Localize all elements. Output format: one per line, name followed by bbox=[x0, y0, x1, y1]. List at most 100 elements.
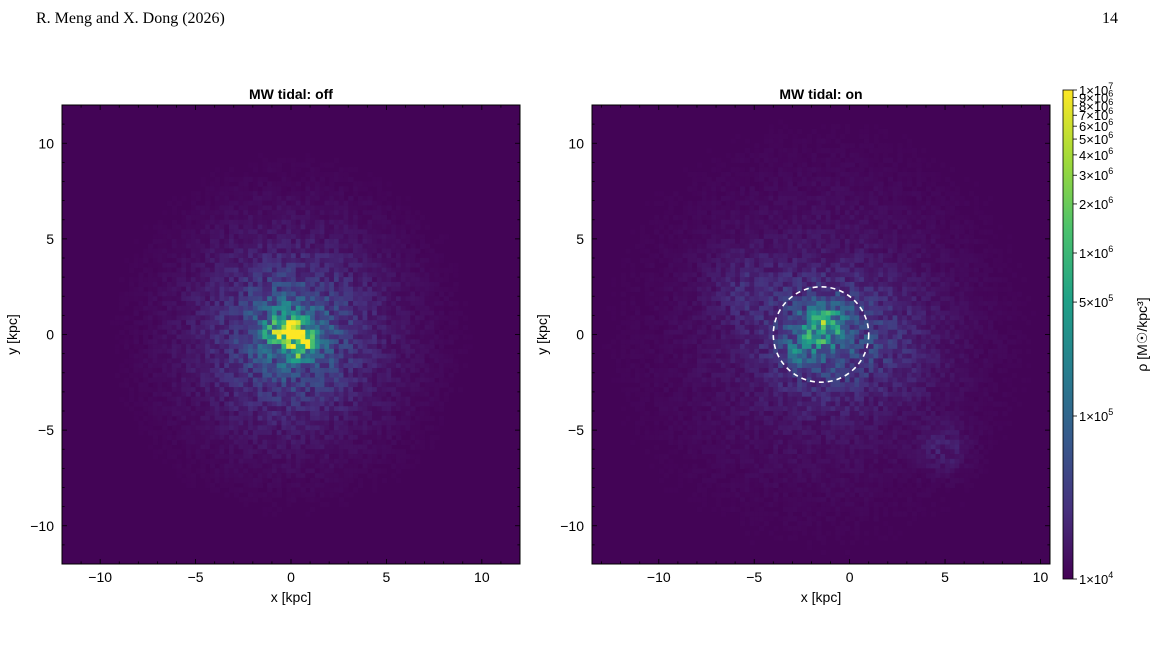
density-cell bbox=[362, 181, 368, 187]
density-cell bbox=[200, 219, 206, 226]
density-cell bbox=[233, 363, 240, 369]
density-cell bbox=[668, 301, 674, 307]
density-cell bbox=[252, 296, 259, 302]
density-cell bbox=[291, 444, 297, 450]
density-cell bbox=[171, 243, 178, 250]
density-cell bbox=[228, 234, 235, 240]
density-cell bbox=[386, 200, 392, 207]
density-cell bbox=[228, 262, 235, 269]
density-cell bbox=[668, 238, 674, 245]
density-cell bbox=[677, 396, 684, 403]
density-cell bbox=[224, 296, 230, 302]
density-cell bbox=[448, 377, 454, 383]
density-cell bbox=[324, 205, 330, 211]
density-cell bbox=[673, 367, 679, 374]
density-cell bbox=[357, 267, 364, 273]
density-cell bbox=[209, 358, 216, 364]
density-cell bbox=[457, 329, 464, 336]
density-cell bbox=[696, 286, 703, 293]
density-cell bbox=[271, 181, 278, 187]
density-cell bbox=[611, 315, 617, 321]
density-cell bbox=[228, 420, 235, 426]
density-cell bbox=[716, 324, 722, 331]
density-cell bbox=[181, 305, 187, 312]
density-cell bbox=[200, 387, 206, 393]
density-cell bbox=[276, 234, 283, 240]
density-cell bbox=[176, 329, 182, 336]
density-cell bbox=[663, 339, 669, 345]
density-cell bbox=[400, 348, 407, 355]
density-cell bbox=[219, 477, 225, 484]
density-cell bbox=[286, 253, 292, 259]
density-cell bbox=[228, 176, 235, 183]
density-cell bbox=[711, 463, 717, 469]
density-cell bbox=[429, 305, 435, 312]
density-cell bbox=[372, 320, 378, 326]
density-cell bbox=[376, 277, 383, 283]
density-cell bbox=[124, 258, 130, 264]
density-cell bbox=[687, 430, 693, 436]
density-cell bbox=[677, 444, 684, 450]
density-cell bbox=[687, 262, 693, 269]
density-cell bbox=[663, 291, 669, 297]
density-cell bbox=[281, 301, 287, 307]
density-cell bbox=[362, 210, 368, 216]
density-cell bbox=[267, 406, 273, 412]
density-cell bbox=[682, 396, 689, 403]
density-cell bbox=[711, 248, 717, 254]
density-cell bbox=[448, 267, 454, 273]
density-cell bbox=[143, 353, 149, 360]
density-cell bbox=[353, 258, 359, 264]
density-cell bbox=[668, 406, 674, 412]
density-cell bbox=[639, 396, 646, 403]
density-cell bbox=[658, 415, 665, 422]
density-cell bbox=[271, 162, 278, 168]
density-cell bbox=[419, 315, 426, 321]
density-cell bbox=[286, 200, 292, 207]
density-cell bbox=[205, 444, 211, 450]
density-cell bbox=[706, 191, 712, 197]
density-cell bbox=[625, 353, 631, 360]
density-cell bbox=[243, 186, 249, 192]
density-cell bbox=[329, 468, 335, 474]
density-cell bbox=[362, 305, 368, 312]
density-cell bbox=[415, 305, 421, 312]
density-cell bbox=[424, 272, 430, 278]
density-cell bbox=[386, 358, 392, 364]
density-cell bbox=[224, 253, 230, 259]
density-cell bbox=[195, 391, 201, 398]
density-cell bbox=[138, 329, 144, 336]
density-cell bbox=[243, 477, 249, 484]
density-cell bbox=[205, 229, 211, 235]
density-cell bbox=[214, 258, 221, 264]
density-cell bbox=[333, 258, 340, 264]
density-cell bbox=[162, 396, 168, 403]
density-cell bbox=[286, 377, 292, 383]
density-cell bbox=[224, 411, 230, 417]
density-cell bbox=[248, 473, 254, 479]
density-cell bbox=[310, 234, 316, 240]
density-cell bbox=[673, 387, 679, 393]
density-cell bbox=[706, 458, 712, 465]
density-cell bbox=[654, 425, 660, 431]
density-cell bbox=[701, 224, 708, 230]
density-cell bbox=[353, 382, 359, 388]
density-cell bbox=[200, 411, 206, 417]
density-cell bbox=[233, 310, 240, 316]
density-cell bbox=[286, 315, 292, 321]
density-cell bbox=[157, 363, 163, 369]
density-cell bbox=[438, 367, 445, 374]
density-cell bbox=[668, 487, 674, 493]
density-cell bbox=[682, 329, 689, 336]
density-cell bbox=[291, 286, 297, 293]
density-cell bbox=[395, 396, 402, 403]
density-cell bbox=[376, 449, 383, 455]
density-cell bbox=[243, 305, 249, 312]
density-cell bbox=[362, 224, 368, 230]
density-cell bbox=[162, 391, 168, 398]
density-cell bbox=[143, 334, 149, 340]
density-cell bbox=[271, 272, 278, 278]
density-cell bbox=[238, 176, 244, 183]
density-cell bbox=[224, 468, 230, 474]
density-cell bbox=[310, 296, 316, 302]
